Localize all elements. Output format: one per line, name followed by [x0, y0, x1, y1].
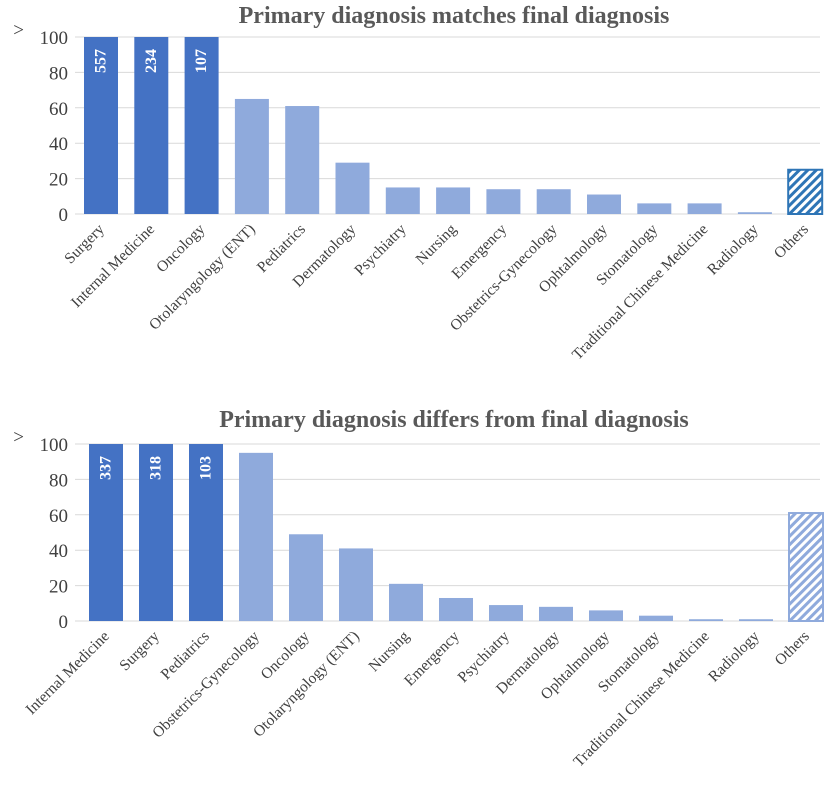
chart-1-bars [84, 37, 824, 215]
bar-traditional-chinese-medicine [689, 619, 723, 621]
x-tick-label: Others [772, 628, 813, 669]
x-tick-label: Psychiatry [351, 221, 409, 279]
bar-nursing [389, 583, 423, 621]
bar-obstetrics-gynecology [536, 189, 571, 214]
y-tick-label: 80 [49, 470, 68, 491]
bar-ophtalmology [587, 194, 621, 214]
bar-psychiatry [385, 187, 420, 214]
chart-1-title: Primary diagnosis matches final diagnosi… [239, 3, 670, 29]
bar-oncology [289, 534, 323, 621]
y-tick-label: 80 [49, 63, 68, 84]
bar-radiology [739, 619, 773, 621]
y-tick-label: 40 [49, 541, 68, 562]
chart-1-data-labels: 557 234 107 [93, 49, 211, 73]
bar-dermatology [539, 606, 573, 621]
bar-pediatrics [285, 106, 320, 214]
y-tick-label: 20 [49, 170, 68, 191]
bar-psychiatry [489, 605, 523, 621]
data-label: 557 [93, 49, 110, 73]
y-tick-label: 0 [59, 205, 69, 226]
x-tick-label: Surgery [61, 221, 108, 268]
data-label: 318 [148, 456, 165, 480]
bar-surgery [84, 37, 118, 214]
x-tick-label: Nursing [413, 221, 461, 269]
x-tick-label: Emergency [401, 628, 463, 690]
bar-nursing [436, 187, 471, 214]
bar-internal-medicine [89, 444, 123, 621]
y-tick-label: 20 [49, 577, 68, 598]
chart-2-gridlines [75, 443, 820, 622]
bar-traditional-chinese-medicine [687, 203, 722, 214]
bar-others [787, 168, 824, 215]
bar-oncology [184, 37, 219, 214]
data-label: 234 [143, 49, 160, 73]
bar-dermatology [335, 162, 370, 214]
data-label: 337 [98, 456, 115, 480]
chart-1: Primary diagnosis matches final diagnosi… [13, 3, 824, 364]
bar-surgery [139, 444, 173, 621]
x-tick-label: Internal Medicine [23, 628, 113, 718]
bar-emergency [486, 189, 521, 214]
y-tick-label: 60 [49, 506, 68, 527]
x-tick-label: Radiology [705, 628, 763, 686]
bar-others [788, 512, 824, 623]
y-overflow-marker: > [13, 20, 24, 41]
bar-radiology [737, 212, 772, 214]
chart-2-y-axis: 0 20 40 60 80 100 > [13, 427, 68, 633]
x-tick-label: Surgery [116, 628, 163, 675]
y-tick-label: 60 [49, 99, 68, 120]
x-tick-label: Radiology [704, 221, 762, 279]
chart-2-data-labels: 337 318 103 [98, 456, 215, 480]
chart-2-title: Primary diagnosis differs from final dia… [219, 407, 689, 433]
bar-otolaryngology-ent [234, 98, 269, 214]
data-label: 107 [193, 49, 210, 73]
y-overflow-marker: > [13, 427, 24, 448]
y-tick-label: 100 [40, 28, 69, 49]
x-tick-label: Nursing [365, 628, 413, 676]
bar-stomatology [637, 203, 672, 214]
data-label: 103 [198, 456, 215, 480]
chart-1-y-axis: 0 20 40 60 80 100 > [13, 20, 68, 226]
chart-2: Primary diagnosis differs from final dia… [13, 407, 824, 771]
bar-ophtalmology [589, 610, 623, 621]
bar-pediatrics [189, 444, 223, 621]
bar-emergency [439, 597, 473, 621]
chart-2-bars [89, 444, 824, 623]
bar-stomatology [639, 615, 673, 621]
bar-internal-medicine [134, 37, 169, 214]
bar-otolaryngology-ent [339, 548, 373, 621]
chart-2-x-axis: Internal Medicine SurgeryPediatricsObstet… [23, 628, 813, 771]
bar-obstetrics-gynecology [239, 452, 273, 621]
y-tick-label: 0 [59, 612, 69, 633]
y-tick-label: 100 [40, 435, 69, 456]
x-tick-label: Others [771, 221, 812, 262]
y-tick-label: 40 [49, 134, 68, 155]
